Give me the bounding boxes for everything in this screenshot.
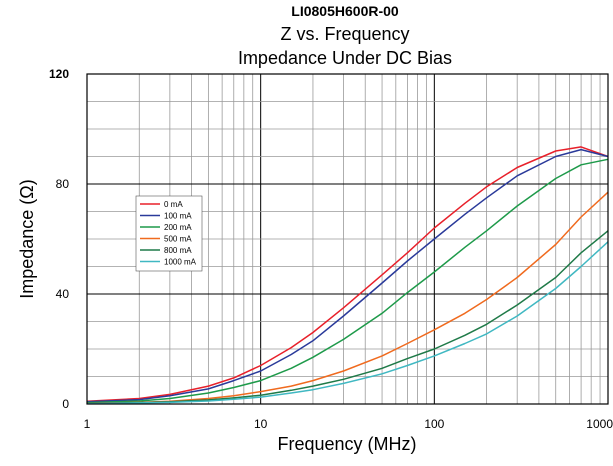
series-line-800-ma [86, 230, 609, 405]
y-tick-label: 40 [56, 287, 70, 301]
legend-label: 1000 mA [164, 258, 197, 267]
series-lines [86, 146, 609, 405]
x-tick-label: 1000 [586, 417, 613, 431]
series-line-500-ma [86, 191, 609, 404]
legend-box [135, 195, 203, 272]
series-line-200-ma [86, 158, 609, 404]
plot-frame [86, 73, 609, 405]
x-axis-title: Frequency (MHz) [277, 434, 416, 454]
legend-label: 500 mA [164, 235, 192, 244]
legend-label: 0 mA [164, 200, 183, 209]
series-line-100-ma [86, 148, 609, 403]
series-line-0-ma [86, 146, 609, 403]
x-tick-label: 1 [84, 417, 91, 431]
chart-subtitle-2: Impedance Under DC Bias [238, 48, 452, 68]
chart-title: LI0805H600R-00 [291, 3, 399, 19]
legend-label: 100 mA [164, 212, 192, 221]
series-line-1000-ma [86, 241, 609, 405]
x-tick-label: 100 [424, 417, 444, 431]
y-tick-label: 120 [49, 67, 69, 81]
chart-titles: LI0805H600R-00 Z vs. Frequency Impedance… [238, 3, 452, 68]
x-tick-labels: 1 10 100 1000 [84, 417, 613, 431]
x-tick-label: 10 [254, 417, 268, 431]
legend: 0 mA 100 mA 200 mA 500 mA 800 mA 1000 mA [135, 195, 203, 272]
legend-label: 200 mA [164, 223, 192, 232]
y-tick-label: 0 [62, 397, 69, 411]
legend-label: 800 mA [164, 246, 192, 255]
y-axis-title: Impedance (Ω) [17, 179, 37, 299]
chart-subtitle-1: Z vs. Frequency [280, 24, 409, 44]
y-tick-label: 80 [56, 177, 70, 191]
y-tick-labels: 0 40 80 120 [49, 67, 69, 411]
